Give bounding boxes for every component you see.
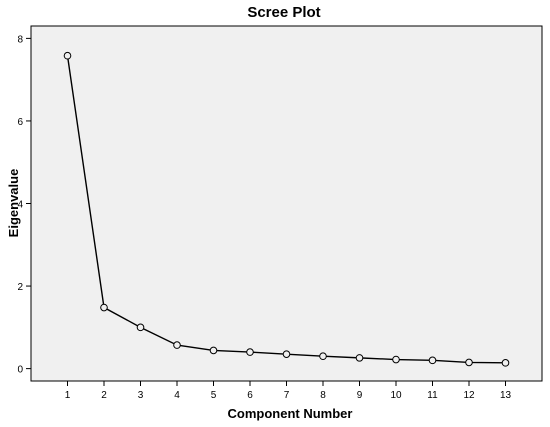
data-point [100, 303, 108, 312]
data-point [428, 356, 437, 365]
x-tick-label: 4 [174, 390, 180, 401]
x-axis: 1 2 3 4 5 6 7 8 9 10 11 12 13 [65, 381, 512, 401]
x-tick-label: 5 [211, 390, 217, 401]
x-tick-label: 10 [390, 390, 402, 401]
series-group [63, 51, 510, 367]
y-axis: 0 2 4 6 8 [17, 34, 31, 376]
data-point [355, 354, 364, 362]
x-tick-label: 12 [463, 390, 475, 401]
x-tick-label: 13 [500, 390, 512, 401]
x-tick-label: 11 [427, 390, 438, 401]
data-point [173, 341, 181, 349]
x-tick-label: 3 [138, 390, 144, 401]
x-tick-label: 8 [320, 390, 326, 401]
data-point [209, 346, 218, 355]
data-point [392, 355, 400, 364]
data-point [136, 323, 145, 332]
y-tick-label: 4 [17, 200, 23, 211]
x-axis-label: Component Number [228, 406, 353, 421]
data-point [63, 51, 72, 60]
x-tick-label: 9 [357, 390, 363, 401]
x-tick-label: 1 [65, 390, 71, 401]
x-tick-label: 7 [284, 390, 290, 401]
x-tick-label: 6 [247, 390, 253, 401]
y-axis-label: Eigenvalue [6, 169, 21, 238]
data-point [319, 352, 327, 361]
chart-title: Scree Plot [247, 4, 320, 21]
y-tick-label: 6 [17, 117, 23, 128]
data-point [246, 348, 254, 356]
x-tick-label: 2 [101, 390, 107, 401]
data-point [465, 358, 473, 367]
y-tick-label: 0 [17, 365, 23, 376]
data-point [282, 350, 291, 358]
y-tick-label: 8 [17, 34, 23, 45]
y-tick-label: 2 [17, 282, 23, 293]
data-point [501, 359, 510, 367]
plot-area [30, 25, 543, 382]
